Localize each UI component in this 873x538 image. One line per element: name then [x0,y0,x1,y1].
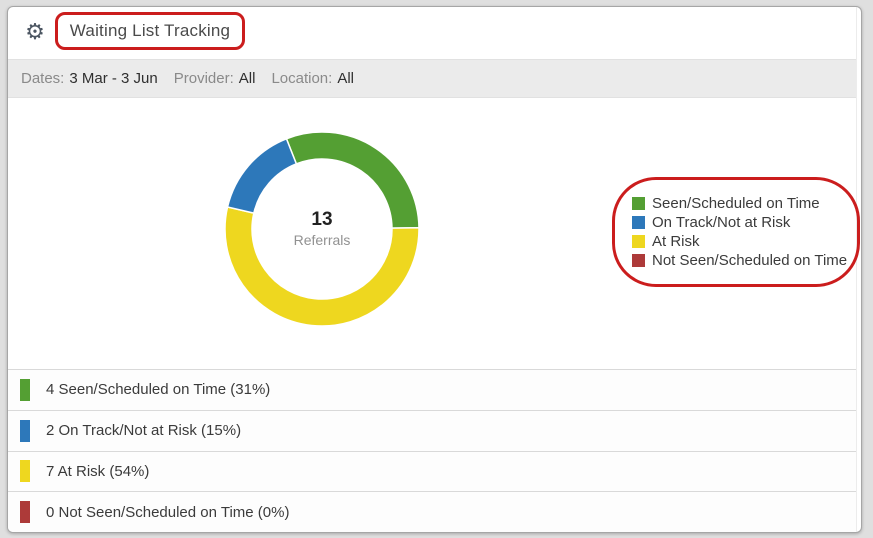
provider-value: All [238,70,256,87]
summary-list: 4 Seen/Scheduled on Time (31%) 2 On Trac… [8,369,856,532]
legend-label: On Track/Not at Risk [652,214,791,231]
dates-value: 3 Mar - 3 Jun [69,70,158,87]
filter-bar: Dates: 3 Mar - 3 Jun Provider: All Locat… [8,59,856,98]
donut-svg [224,131,420,327]
summary-row-seen[interactable]: 4 Seen/Scheduled on Time (31%) [8,369,856,410]
summary-row-text: 4 Seen/Scheduled on Time (31%) [46,381,271,399]
chart-legend: Seen/Scheduled on Time On Track/Not at R… [632,194,847,270]
summary-row-text: 2 On Track/Not at Risk (15%) [46,422,242,440]
summary-row-on-track[interactable]: 2 On Track/Not at Risk (15%) [8,409,856,451]
summary-row-not-seen[interactable]: 0 Not Seen/Scheduled on Time (0%) [8,491,856,532]
dates-label: Dates: [21,70,65,87]
gear-icon[interactable]: ⚙ [25,19,45,44]
legend-item-not-seen[interactable]: Not Seen/Scheduled on Time [632,251,847,270]
row-chip-blue [20,419,30,442]
donut-slice[interactable] [226,137,298,215]
donut-slice[interactable] [224,206,420,327]
legend-item-at-risk[interactable]: At Risk [632,232,847,251]
legend-chip-red [632,254,645,267]
widget-content: ⚙ Waiting List Tracking Dates: 3 Mar - 3… [8,7,860,532]
legend-item-on-track[interactable]: On Track/Not at Risk [632,213,847,232]
provider-label: Provider: [173,70,234,87]
legend-label: Seen/Scheduled on Time [652,195,820,212]
summary-row-text: 0 Not Seen/Scheduled on Time (0%) [46,503,290,521]
row-chip-yellow [20,460,30,483]
page-title: Waiting List Tracking [69,21,231,40]
row-chip-green [20,378,30,401]
legend-chip-green [632,197,645,210]
location-label: Location: [271,70,333,87]
location-value: All [337,70,354,87]
legend-chip-yellow [632,235,645,248]
legend-chip-blue [632,216,645,229]
title-annotation: Waiting List Tracking [55,12,245,50]
summary-row-at-risk[interactable]: 7 At Risk (54%) [8,450,856,492]
legend-item-seen[interactable]: Seen/Scheduled on Time [632,194,847,213]
legend-label: Not Seen/Scheduled on Time [652,252,848,269]
donut-slice[interactable] [285,131,420,229]
summary-row-text: 7 At Risk (54%) [46,462,150,480]
legend-label: At Risk [652,233,700,250]
row-chip-red [20,501,30,524]
waiting-list-widget: ⚙ Waiting List Tracking Dates: 3 Mar - 3… [7,6,862,533]
